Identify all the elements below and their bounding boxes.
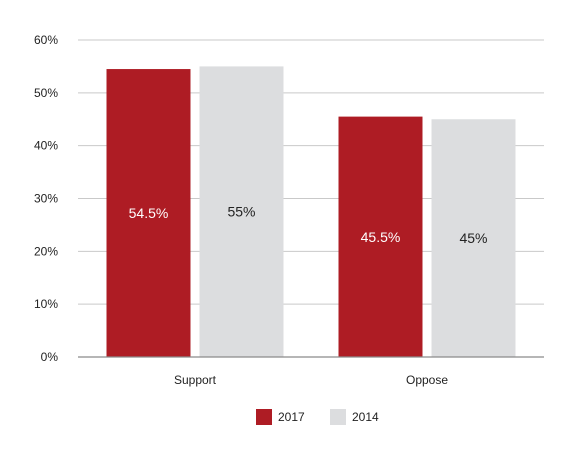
y-tick-label: 40% xyxy=(34,139,58,153)
legend: 2017 2014 xyxy=(256,409,379,425)
bar-value-label: 45.5% xyxy=(361,229,401,245)
y-tick-label: 30% xyxy=(34,192,58,206)
legend-swatch-2014 xyxy=(330,409,346,425)
bar-oppose-2017 xyxy=(338,116,423,357)
bar-support-2014 xyxy=(199,66,284,358)
legend-label-2017: 2017 xyxy=(278,410,305,424)
x-tick-label: Support xyxy=(174,373,217,387)
bar-oppose-2014 xyxy=(431,119,516,357)
bar-support-2017 xyxy=(106,69,191,357)
legend-label-2014: 2014 xyxy=(352,410,379,424)
y-tick-label: 60% xyxy=(34,33,58,47)
x-tick-label: Oppose xyxy=(406,373,448,387)
bar-value-label: 55% xyxy=(227,204,255,220)
y-tick-label: 50% xyxy=(34,86,58,100)
bar-value-label: 45% xyxy=(459,230,487,246)
bars-layer: 54.5% 55% 45.5% 45% xyxy=(106,66,516,358)
axis-layer: 0% 10% 20% 30% 40% 50% 60% Support Oppose xyxy=(34,33,544,387)
y-tick-label: 10% xyxy=(34,297,58,311)
bar-value-label: 54.5% xyxy=(129,205,169,221)
y-tick-label: 0% xyxy=(41,350,59,364)
y-tick-label: 20% xyxy=(34,244,58,258)
legend-swatch-2017 xyxy=(256,409,272,425)
